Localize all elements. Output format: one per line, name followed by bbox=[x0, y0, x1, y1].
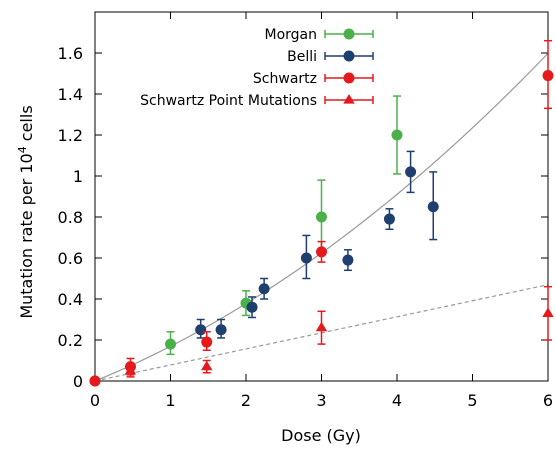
y-axis-label-main: Mutation rate per 10 bbox=[17, 153, 36, 318]
y-tick-label: 0 bbox=[73, 372, 83, 391]
data-point bbox=[258, 283, 270, 295]
axes: 0 1 2 3 4 5 6 0 0.2 0.4 0.6 0.8 1 1.2 1.4 1.6 bbox=[58, 11, 553, 410]
data-point bbox=[316, 246, 327, 258]
y-tick-label: 1.2 bbox=[58, 126, 83, 145]
data-point bbox=[89, 375, 101, 387]
data-point bbox=[391, 129, 403, 141]
y-tick-label: 1.6 bbox=[58, 44, 83, 63]
legend-label: Schwartz Point Mutations bbox=[140, 93, 317, 109]
data-point bbox=[427, 201, 439, 213]
data-point bbox=[405, 166, 417, 178]
data-point bbox=[215, 324, 227, 336]
y-axis-label-unit: cells bbox=[17, 105, 36, 146]
legend-marker bbox=[343, 72, 355, 84]
data-point bbox=[201, 360, 213, 371]
legend-marker bbox=[343, 94, 355, 104]
data-point bbox=[246, 301, 258, 313]
data-point bbox=[300, 252, 312, 264]
x-tick-label: 5 bbox=[467, 391, 477, 410]
legend: Morgan Belli Schwartz Schwartz Point Mutati… bbox=[140, 27, 374, 109]
y-tick-label: 1 bbox=[73, 167, 83, 186]
legend-label: Schwartz bbox=[253, 71, 317, 87]
data-point bbox=[165, 338, 176, 350]
x-tick-label: 0 bbox=[90, 391, 100, 410]
legend-marker bbox=[343, 28, 355, 40]
x-tick-label: 6 bbox=[543, 391, 553, 410]
data-point bbox=[316, 211, 327, 223]
x-tick-label: 2 bbox=[241, 391, 251, 410]
y-tick-label: 0.8 bbox=[58, 208, 83, 227]
y-tick-label: 1.4 bbox=[58, 85, 83, 104]
x-tick-label: 1 bbox=[165, 391, 175, 410]
data-point bbox=[195, 324, 207, 336]
legend-label: Morgan bbox=[265, 27, 318, 43]
x-axis-label: Dose (Gy) bbox=[281, 426, 361, 445]
y-tick-label: 0.4 bbox=[58, 290, 83, 309]
y-axis-label: Mutation rate per 104 cells bbox=[16, 105, 37, 318]
data-marks bbox=[89, 39, 554, 387]
data-point bbox=[201, 336, 213, 348]
legend-marker bbox=[343, 50, 355, 62]
y-axis-label-exponent: 4 bbox=[16, 146, 29, 153]
data-point bbox=[383, 213, 395, 225]
data-point bbox=[542, 307, 554, 317]
y-tick-label: 0.2 bbox=[58, 331, 83, 350]
x-tick-label: 4 bbox=[392, 391, 402, 410]
y-tick-label: 0.6 bbox=[58, 249, 83, 268]
data-point bbox=[342, 254, 354, 266]
legend-label: Belli bbox=[287, 49, 317, 65]
data-point bbox=[542, 70, 554, 82]
data-point bbox=[124, 364, 137, 375]
data-point bbox=[315, 321, 328, 332]
x-tick-label: 3 bbox=[316, 391, 326, 410]
